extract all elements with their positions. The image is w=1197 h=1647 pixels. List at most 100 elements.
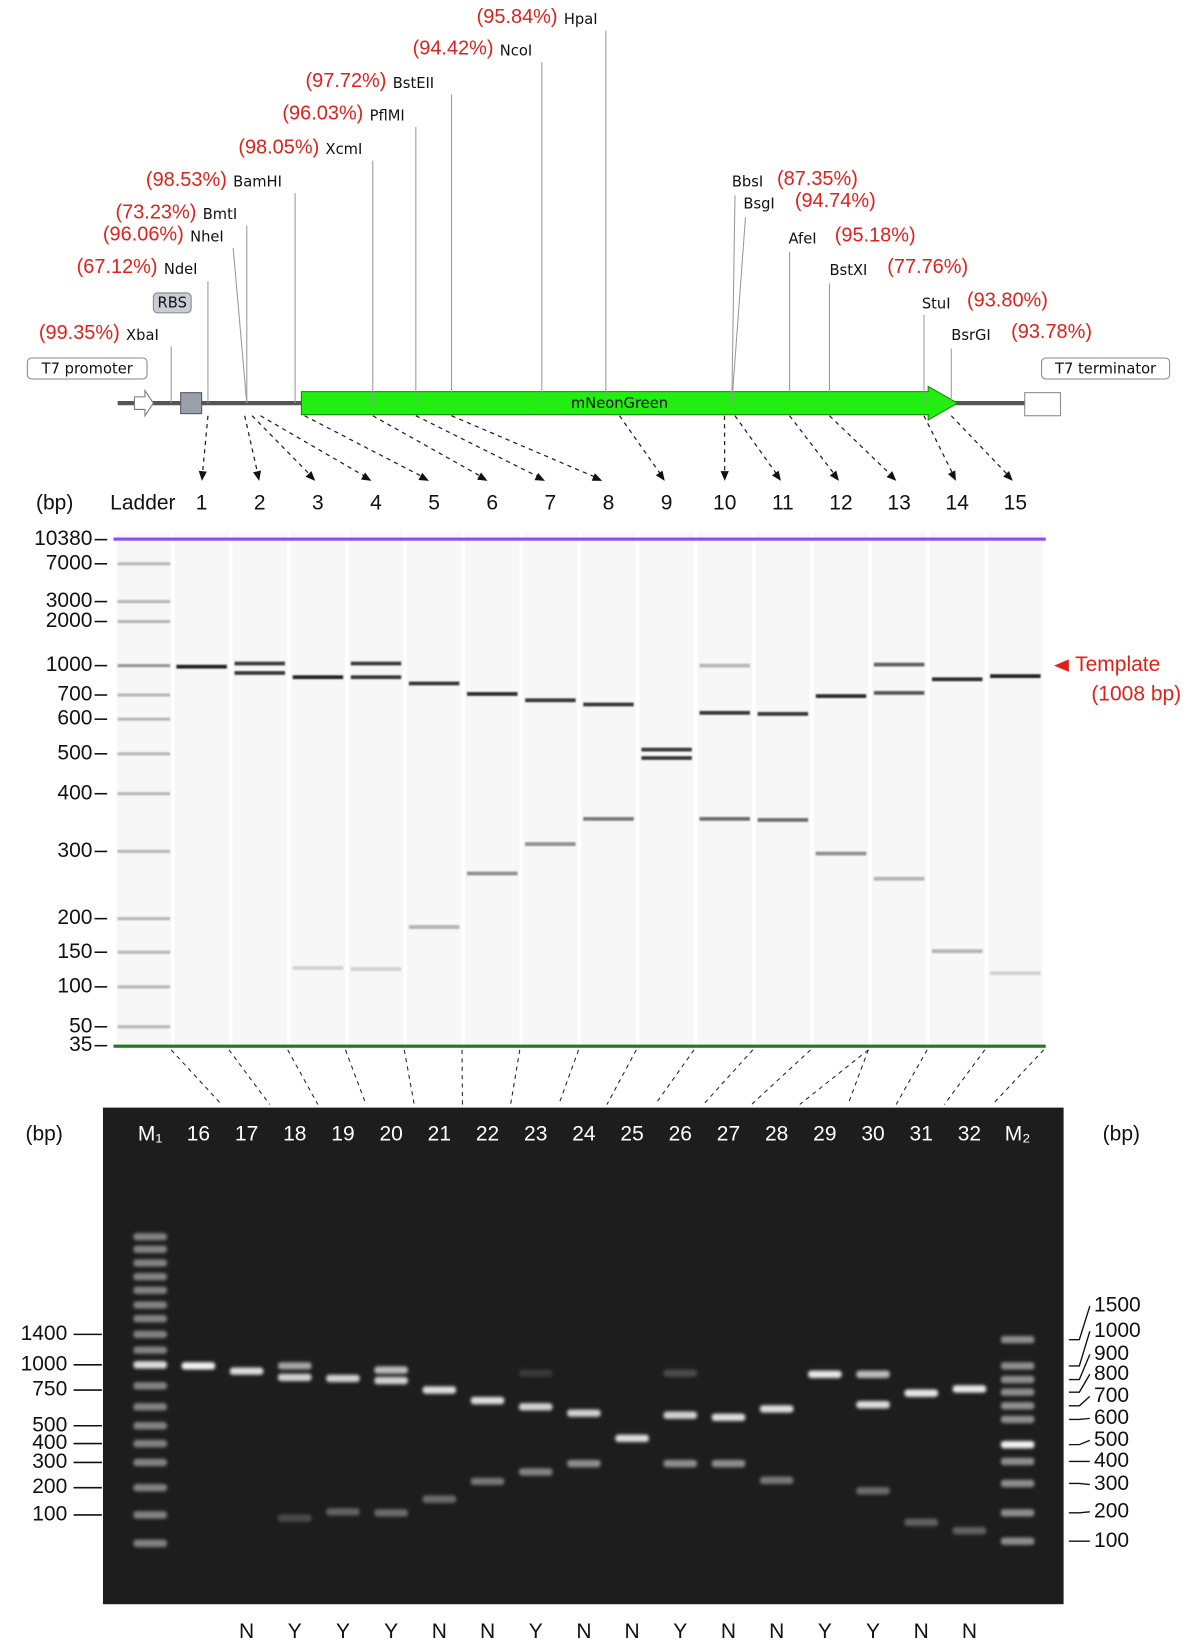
lane-label: 14 — [946, 491, 970, 514]
gel-link — [229, 1050, 270, 1105]
gel-band — [663, 1412, 697, 1419]
gel-band — [235, 662, 285, 666]
lane-label: 25 — [620, 1122, 643, 1145]
ladder-band — [118, 620, 170, 623]
link-arrowhead — [477, 473, 487, 481]
rbs-mark — [181, 393, 202, 414]
link-arrowhead — [656, 471, 665, 481]
lane-label: 5 — [428, 491, 440, 514]
site-name: HpaI — [564, 11, 598, 28]
gel-band — [1001, 1402, 1035, 1409]
gel-band — [133, 1511, 167, 1518]
size-label: 500 — [1094, 1428, 1129, 1451]
size-label: 400 — [1094, 1449, 1129, 1472]
gel-band — [230, 1367, 264, 1374]
terminator-label: T7 terminator — [1054, 361, 1157, 378]
size-leader — [1069, 1354, 1090, 1379]
map-lane-link — [305, 416, 427, 479]
result-label: N — [239, 1620, 254, 1642]
ladder-band — [118, 951, 170, 954]
size-label: 300 — [1094, 1472, 1129, 1495]
result-label: Y — [673, 1620, 687, 1642]
map-lane-link — [924, 416, 955, 479]
gel-link — [655, 1050, 694, 1105]
gel-band — [953, 1527, 987, 1534]
lane-label: 27 — [717, 1122, 740, 1145]
link-arrowhead — [253, 471, 261, 481]
lane-label: 22 — [476, 1122, 499, 1145]
gel-band — [953, 1385, 987, 1392]
lane-label: 17 — [235, 1122, 258, 1145]
size-leader — [1069, 1440, 1090, 1444]
site-name: AfeI — [789, 230, 817, 247]
gel-band — [1001, 1458, 1035, 1465]
gel-link — [559, 1050, 579, 1105]
size-label: 400 — [57, 781, 92, 804]
site-name: BsrGI — [951, 327, 990, 344]
gene-label: mNeonGreen — [571, 395, 668, 412]
gel-lane — [639, 532, 694, 1049]
site-name: BstEII — [393, 75, 434, 92]
size-label: 300 — [32, 1450, 67, 1473]
size-leader — [1069, 1306, 1090, 1340]
lane-label: 16 — [187, 1122, 210, 1145]
gel-band — [808, 1371, 842, 1378]
gel-band — [874, 663, 924, 667]
ladder-band — [118, 850, 170, 853]
gel-band — [326, 1375, 360, 1382]
size-label: 200 — [57, 906, 92, 929]
site-name: BamHI — [233, 174, 282, 191]
map-lane-link — [252, 416, 314, 479]
gel-link — [944, 1050, 985, 1105]
gel-band — [133, 1361, 167, 1368]
gel-band — [816, 694, 866, 698]
gel-band — [904, 1390, 938, 1397]
gel-band — [1001, 1480, 1035, 1487]
gel-band — [133, 1440, 167, 1447]
size-label: 100 — [32, 1503, 67, 1526]
map-lane-link — [245, 416, 259, 479]
size-label: 600 — [1094, 1406, 1129, 1429]
gel-lane — [407, 532, 462, 1049]
map-lane-link — [951, 416, 1011, 479]
lane-label: M₂ — [1005, 1122, 1031, 1145]
gel-band — [990, 674, 1040, 678]
gel-band — [1001, 1538, 1035, 1545]
gel-lane — [174, 532, 229, 1049]
lane-label: 23 — [524, 1122, 547, 1145]
link-arrowhead — [887, 471, 897, 481]
result-label: N — [576, 1620, 591, 1642]
size-label: 600 — [57, 707, 92, 730]
lane-label: 30 — [861, 1122, 884, 1145]
gel-band — [176, 665, 226, 669]
gel-band — [133, 1246, 167, 1253]
gel-band — [583, 703, 633, 707]
size-label: 1000 — [21, 1352, 68, 1375]
lane-label: 32 — [958, 1122, 981, 1145]
gel-lane — [349, 532, 404, 1049]
gel-band — [182, 1362, 216, 1369]
size-label: 200 — [1094, 1499, 1129, 1522]
gel-band — [133, 1484, 167, 1491]
gel-band — [856, 1487, 890, 1494]
gel-band — [1001, 1416, 1035, 1423]
result-label: N — [721, 1620, 736, 1642]
gel-band — [700, 711, 750, 715]
site-efficiency: (96.06%) — [103, 223, 184, 245]
link-arrowhead — [830, 471, 839, 481]
result-label: N — [625, 1620, 640, 1642]
gel-band — [133, 1301, 167, 1308]
gel-band — [471, 1397, 505, 1404]
gel-band — [663, 1370, 697, 1377]
lane-label: 3 — [312, 491, 324, 514]
gel-band — [133, 1382, 167, 1389]
gel-band — [663, 1460, 697, 1467]
site-efficiency: (95.84%) — [477, 6, 558, 28]
lane-label: 15 — [1004, 491, 1027, 514]
gel-band — [409, 682, 459, 686]
gel-band — [235, 671, 285, 675]
gel-link — [703, 1050, 752, 1105]
lane-label: 4 — [370, 491, 382, 514]
site-efficiency: (98.53%) — [146, 169, 227, 191]
gel-band — [374, 1377, 408, 1384]
